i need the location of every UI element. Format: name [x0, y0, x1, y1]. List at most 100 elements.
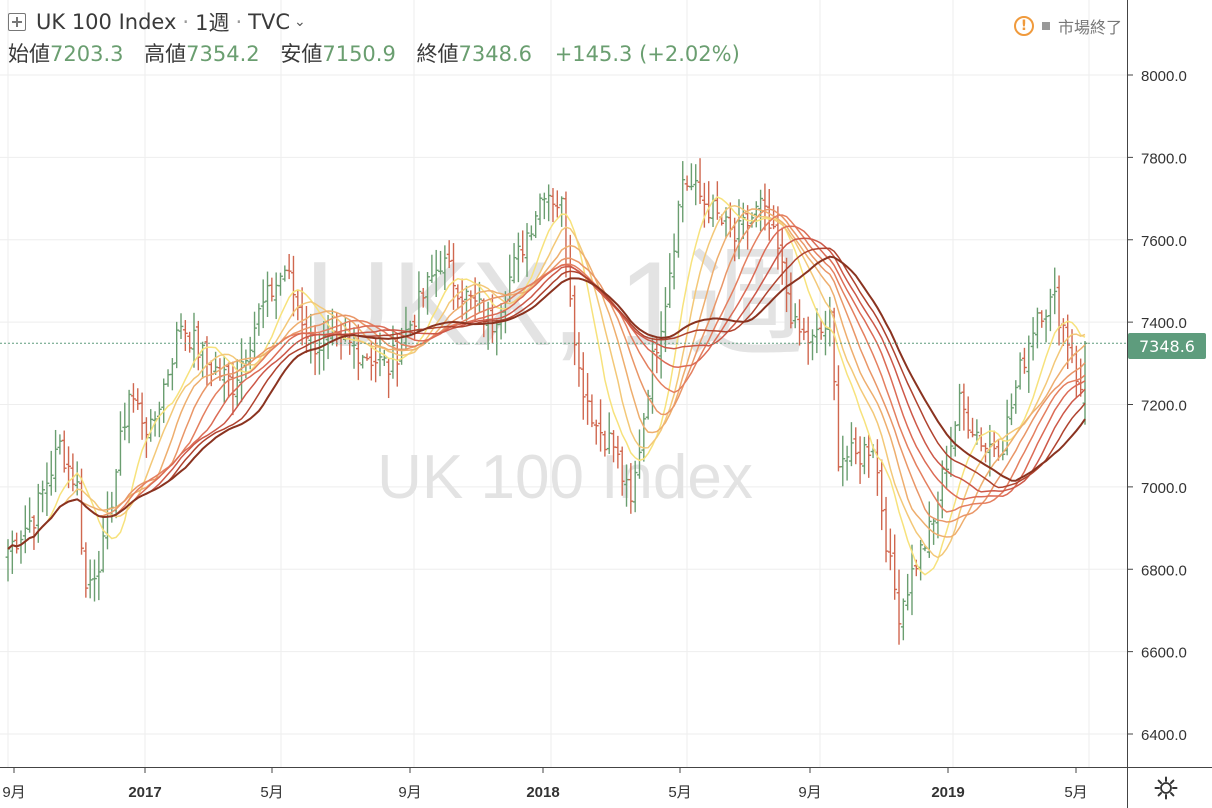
ohlc-values: 始値7203.3 高値7354.2 安値7150.9 終値7348.6 +145… [8, 38, 740, 68]
ma-ribbon [7, 196, 1086, 576]
ohlc-bar [1035, 307, 1040, 349]
ohlc-bar [909, 544, 915, 616]
ohlc-bar [459, 278, 465, 320]
status-dot-icon [1041, 22, 1050, 30]
compare-plus-icon[interactable] [8, 13, 26, 31]
last-price-tag: 7348.6 [1128, 333, 1206, 359]
ohlc-bar [96, 550, 102, 601]
ma-line [7, 208, 1086, 550]
ohlc-bar [589, 394, 595, 428]
ohlc-bar [35, 483, 41, 543]
price-axis[interactable]: 8000.0 7800.0 7600.0 7400.0 7200.0 7000.0 6800… [1127, 68, 1187, 744]
ohlc-bar [412, 314, 417, 340]
settings-gear-icon[interactable] [1154, 776, 1178, 800]
ohlc-bar [823, 310, 828, 356]
ohlc-bar [874, 439, 880, 496]
price-tick-label: 7800.0 [1141, 150, 1187, 167]
ohlc-bar [637, 429, 642, 479]
ohlc-bar [511, 243, 517, 284]
ohlc-bar [788, 272, 794, 329]
ohlc-bar [892, 534, 898, 600]
ohlc-bar [840, 435, 846, 487]
ohlc-bar [57, 434, 63, 455]
ohlc-bar [883, 496, 889, 563]
exchange-label: TVC [248, 10, 290, 34]
ohlc-bar [420, 287, 426, 308]
ohlc-bar [663, 287, 668, 353]
high-value: 7354.2 [186, 42, 260, 66]
ohlc-bar [706, 181, 712, 224]
ohlc-bar [537, 193, 543, 226]
ohlc-bar [433, 249, 439, 298]
ohlc-bar [1065, 314, 1071, 369]
market-status: ! 市場終了 [1013, 14, 1122, 38]
ohlc-bar [970, 417, 975, 438]
ohlc-bar [671, 233, 677, 290]
time-axis[interactable]: 9月 2017 5月 9月 2018 5月 9月 2019 5月 [2, 767, 1088, 801]
ohlc-bar [174, 321, 180, 369]
ohlc-bar [957, 383, 962, 432]
ohlc-bar [1022, 347, 1027, 374]
ohlc-bar [438, 250, 443, 275]
ohlc-bar [169, 358, 175, 391]
ohlc-bar [645, 389, 651, 420]
ohlc-bar [44, 462, 50, 517]
ohlc-bar [87, 559, 93, 599]
interval-label[interactable]: 1週 [195, 11, 230, 35]
ohlc-bar [79, 468, 84, 555]
ohlc-bar [265, 271, 270, 317]
symbol-name[interactable]: UK 100 Index [36, 10, 177, 34]
ohlc-bar [533, 211, 539, 238]
market-status-text: 市場終了 [1057, 18, 1122, 37]
ohlc-bar [965, 396, 971, 439]
ohlc-bar [377, 332, 383, 377]
ohlc-bar [161, 378, 167, 423]
chart-header: UK 100 Index · 1週 · TVC ⌄ 始値7203.3 高値735… [8, 8, 740, 68]
ohlc-bar [766, 188, 772, 241]
ohlc-bar [554, 190, 560, 218]
ohlc-bar [18, 530, 24, 564]
ohlc-bar [148, 409, 154, 442]
ohlc-bar [905, 573, 911, 611]
ohlc-bar [857, 436, 863, 484]
ohlc-bar [92, 559, 97, 602]
ohlc-bar [619, 446, 625, 496]
ohlc-bar [688, 163, 694, 191]
ohlc-bar [22, 505, 28, 554]
ohlc-bar [126, 389, 132, 444]
ohlc-bar [200, 341, 206, 379]
ohlc-bar [286, 253, 292, 280]
grid [0, 0, 1127, 767]
ohlc-bar [779, 227, 785, 285]
ohlc-bar [585, 373, 590, 425]
ohlc-bar [580, 352, 586, 420]
ma-line [7, 237, 1086, 550]
ohlc-bar [131, 383, 136, 413]
ohlc-bar [234, 359, 240, 408]
warning-icon[interactable]: ! [1013, 16, 1034, 36]
ohlc-bar [105, 491, 110, 550]
price-tick-label: 8000.0 [1141, 68, 1187, 85]
ma-line [7, 205, 1086, 559]
price-tick-label: 7000.0 [1141, 480, 1187, 497]
ohlc-bar [135, 388, 141, 410]
chevron-down-icon[interactable]: ⌄ [294, 14, 306, 30]
ohlc-bar [455, 284, 461, 310]
ohlc-bar [697, 158, 703, 204]
ohlc-bar [753, 201, 759, 228]
time-tick-label: 9月 [798, 784, 821, 801]
ohlc-bar [381, 349, 387, 366]
ohlc-bar [53, 429, 58, 493]
ohlc-bar [446, 240, 452, 269]
ohlc-bar [632, 460, 638, 513]
ohlc-bar [684, 175, 690, 191]
ohlc-bar [1047, 288, 1053, 332]
close-value: 7348.6 [458, 42, 532, 66]
ohlc-bar [853, 427, 859, 465]
ohlc-bar [736, 199, 742, 260]
ohlc-bar [827, 296, 833, 347]
ohlc-bar [386, 358, 392, 399]
ohlc-bar [27, 497, 33, 533]
ohlc-bar [1039, 310, 1045, 328]
